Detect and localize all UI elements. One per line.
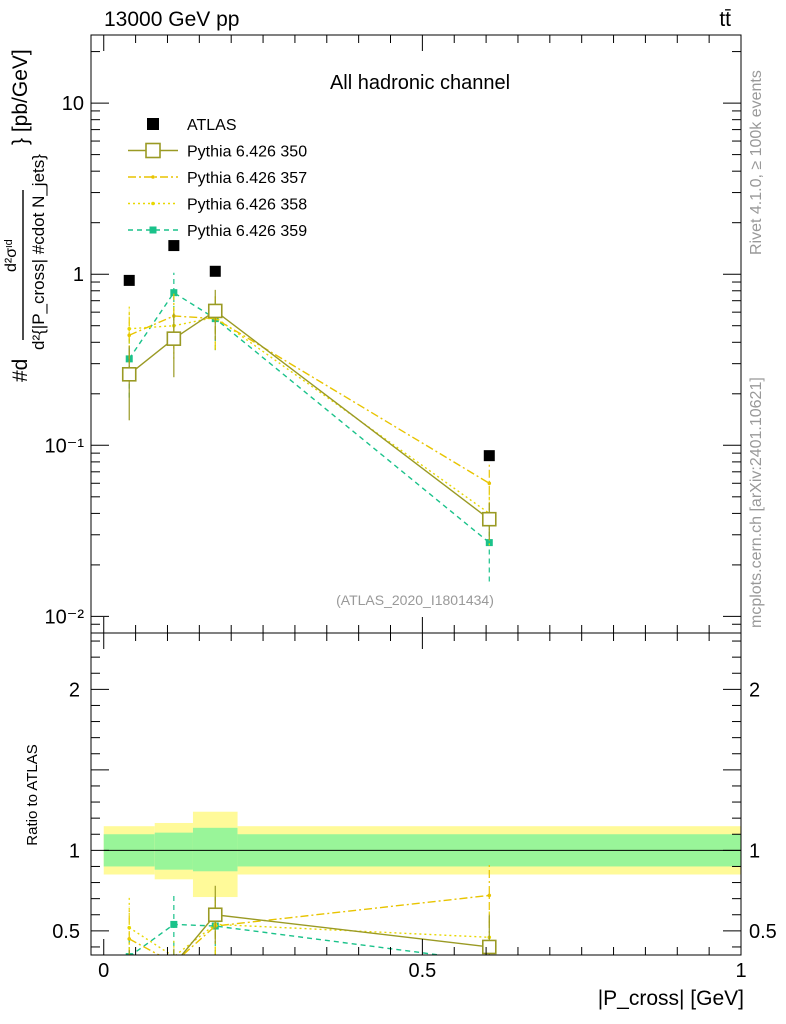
main-line-dashdot bbox=[128, 315, 490, 484]
ratio-y-tick-label-left: 0.5 bbox=[52, 921, 80, 943]
legend-marker-dashed bbox=[149, 226, 157, 234]
legend-marker-dashdot bbox=[151, 175, 155, 179]
main-line-dotted bbox=[129, 316, 490, 514]
ratio-point-dashed bbox=[170, 920, 178, 928]
atlas-data-point bbox=[123, 274, 135, 286]
main-line-dashed bbox=[128, 291, 490, 544]
main-plot-panel: 10⁻² 10⁻¹ 1 10 All hadronic channel (ATLAS_… bbox=[45, 34, 742, 634]
y-label-part-4: } [pb/GeV] bbox=[9, 49, 32, 145]
main-y-tick-label: 10⁻¹ bbox=[45, 435, 85, 457]
ratio-line-solid bbox=[180, 914, 490, 955]
main-y-tick-label: 10 bbox=[62, 93, 84, 115]
x-tick-label: 0 bbox=[98, 960, 109, 982]
header-right-label: tt̄ bbox=[719, 8, 731, 31]
main-point-dashdot bbox=[487, 481, 492, 486]
x-tick-label: 1 bbox=[735, 960, 746, 982]
analysis-label: (ATLAS_2020_I1801434) bbox=[336, 592, 494, 608]
main-point-solid bbox=[481, 511, 497, 527]
mcplots-label: mcplots.cern.ch [arXiv:2401.10621] bbox=[748, 377, 765, 628]
main-point-dashdot bbox=[127, 333, 132, 338]
main-line-solid bbox=[128, 310, 490, 520]
legend-entry-label: Pythia 6.426 358 bbox=[187, 197, 307, 214]
atlas-data-point bbox=[209, 265, 221, 277]
main-point-solid bbox=[207, 303, 223, 319]
ratio-band-inner bbox=[154, 832, 193, 870]
legend-marker-solid bbox=[145, 142, 161, 159]
legend: ATLAS Pythia 6.426 350 Pythia 6.426 357 Pyt… bbox=[128, 117, 307, 240]
atlas-data-point bbox=[483, 450, 495, 462]
ratio-y-tick-label-left: 2 bbox=[69, 679, 80, 701]
ratio-series-group bbox=[125, 864, 497, 955]
legend-marker-dotted bbox=[151, 201, 155, 206]
ratio-frame bbox=[90, 632, 742, 956]
ratio-line-dotted bbox=[128, 923, 490, 955]
y-label-part-2: d²σᶦᵈ bbox=[3, 239, 20, 272]
ratio-y-tick-label-right: 0.5 bbox=[749, 921, 777, 943]
ratio-point-dotted bbox=[127, 925, 132, 930]
y-label-part-1: #d bbox=[9, 359, 32, 382]
legend-entry-label: Pythia 6.426 350 bbox=[187, 144, 307, 161]
ratio-y-tick-label-left: 1 bbox=[69, 840, 80, 862]
x-axis-label: |P_cross| [GeV] bbox=[598, 987, 744, 1010]
main-point-dashed bbox=[170, 289, 178, 297]
main-y-axis-label: #d d²σᶦᵈ d²{|P_cross| #cdot N_jets} } [p… bbox=[3, 49, 48, 382]
main-point-solid bbox=[121, 367, 137, 382]
main-y-tick-label: 10⁻² bbox=[45, 606, 85, 628]
main-point-solid bbox=[166, 331, 182, 346]
ratio-line-dashdot bbox=[128, 894, 490, 955]
plot-title: All hadronic channel bbox=[330, 72, 510, 94]
y-label-part-3: d²{|P_cross| #cdot N_jets} bbox=[29, 154, 48, 350]
ratio-plot-panel: 0.5 0.51 12 20 0.5 1 bbox=[52, 632, 777, 982]
ratio-y-tick-label-right: 1 bbox=[749, 840, 760, 862]
main-point-dashed bbox=[485, 539, 493, 547]
rivet-version-label: Rivet 4.1.0, ≥ 100k events bbox=[748, 70, 765, 255]
ratio-y-tick-label-right: 2 bbox=[749, 679, 760, 701]
header-left-label: 13000 GeV pp bbox=[104, 8, 239, 31]
x-tick-label: 0.5 bbox=[408, 960, 436, 982]
ratio-point-dashdot bbox=[487, 893, 492, 898]
main-point-dotted bbox=[127, 326, 132, 331]
main-y-tick-label: 1 bbox=[73, 264, 84, 286]
ratio-point-solid bbox=[481, 939, 497, 955]
legend-entry-label: Pythia 6.426 357 bbox=[187, 170, 307, 187]
legend-entry-label: Pythia 6.426 359 bbox=[187, 223, 307, 240]
ratio-line-dashed bbox=[130, 923, 445, 955]
legend-entry-label: ATLAS bbox=[187, 117, 237, 134]
atlas-data-point bbox=[168, 240, 180, 252]
ratio-band-inner bbox=[192, 827, 238, 872]
ratio-y-axis-label: Ratio to ATLAS bbox=[24, 744, 41, 845]
legend-marker-atlas bbox=[147, 118, 159, 130]
ratio-point-solid bbox=[207, 907, 223, 923]
